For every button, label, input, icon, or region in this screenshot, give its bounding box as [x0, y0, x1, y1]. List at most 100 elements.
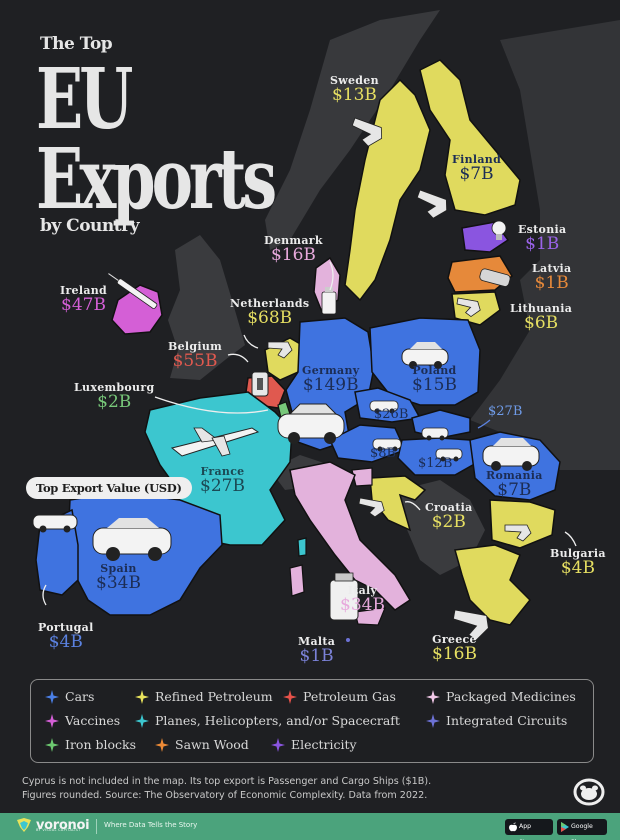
car-icon-poland — [401, 342, 449, 369]
car-icon-spain — [92, 518, 172, 561]
car-icon-hungary — [435, 448, 463, 462]
wood-icon-latvia — [479, 268, 511, 287]
country-slovenia — [351, 467, 373, 487]
arrow-bulgaria — [564, 531, 577, 547]
airplane-icon-france — [170, 427, 260, 457]
sparkle-icon — [135, 713, 149, 728]
country-malta — [346, 638, 350, 642]
country-italy — [289, 461, 412, 611]
island-corsica — [297, 537, 307, 557]
footer-divider — [96, 819, 97, 834]
legend-item-sawn-wood: Sawn Wood — [155, 737, 249, 752]
pill-arrow-icon — [182, 481, 191, 495]
title-line-3: Exports — [36, 129, 277, 229]
fuel-nozzle-icon-croatia — [358, 497, 385, 518]
google-play-button[interactable]: Google Play — [557, 819, 607, 840]
arrow-croatia — [404, 501, 421, 511]
voronoi-logo[interactable]: voronoi — [16, 817, 90, 833]
label-hungary: $12B — [418, 456, 453, 471]
fuel-nozzle-icon-netherlands — [267, 341, 293, 359]
label-romania: Romania $7B — [486, 469, 543, 500]
app-store-button[interactable]: App Store — [505, 819, 553, 840]
legend-item-refined-petroleum: Refined Petroleum — [135, 689, 273, 704]
label-netherlands: Netherlands $68B — [230, 297, 310, 328]
label-greece: Greece $16B — [432, 633, 477, 664]
country-greece — [454, 544, 532, 626]
title-line-1: The Top — [40, 34, 113, 54]
fuel-nozzle-icon-greece — [452, 609, 489, 641]
sparkle-icon — [45, 713, 59, 728]
apple-icon — [509, 822, 517, 832]
brand-subtitle: BY VISUAL CAPITALIST — [36, 828, 81, 832]
title-line-2: EU — [36, 49, 133, 149]
sparkle-icon — [135, 689, 149, 704]
bottle-icon-italy — [329, 572, 359, 621]
voronoi-logo-icon — [17, 818, 31, 832]
fuel-nozzle-icon-sweden — [351, 117, 383, 147]
footnote: Cyprus is not included in the map. Its t… — [22, 776, 432, 801]
fuel-nozzle-icon-lithuania — [456, 297, 481, 318]
label-denmark: Denmark $16B — [264, 234, 323, 265]
legend-item-packaged-medicines: Packaged Medicines — [426, 689, 576, 704]
label-finland: Finland $7B — [452, 153, 502, 184]
arrow-luxembourg — [154, 396, 269, 414]
label-poland: Poland $15B — [412, 364, 457, 395]
car-icon-romania — [482, 438, 540, 471]
fuel-nozzle-icon-finland — [416, 189, 448, 219]
title-line-4: by Country — [40, 216, 139, 236]
arrow-belgium — [227, 353, 249, 363]
sparkle-icon — [45, 689, 59, 704]
country-sweden — [344, 78, 431, 302]
sparkle-icon — [155, 737, 169, 752]
fuel-nozzle-icon-bulgaria — [504, 524, 532, 542]
russia-belarus-ukraine-region — [470, 20, 620, 470]
country-bulgaria — [489, 499, 556, 549]
arrow-denmark — [329, 261, 334, 291]
car-icon-austria — [372, 438, 402, 452]
legend-item-petroleum-gas: Petroleum Gas — [283, 689, 396, 704]
car-icon-czechia — [369, 400, 399, 414]
label-sweden: Sweden $13B — [330, 74, 379, 105]
label-portugal: Portugal $4B — [38, 621, 94, 652]
legend-item-iron-blocks: Iron blocks — [45, 737, 136, 752]
label-bulgaria: Bulgaria $4B — [550, 547, 606, 578]
island-sardinia — [289, 564, 305, 597]
car-icon-portugal — [32, 514, 78, 533]
label-czechia: $26B — [374, 407, 409, 422]
country-ireland — [111, 284, 163, 335]
uk-region — [168, 235, 245, 380]
car-icon-germany — [277, 403, 345, 444]
google-play-icon — [561, 822, 569, 832]
legend: Cars Refined Petroleum Petroleum Gas Pac… — [30, 679, 594, 763]
label-germany: Germany $149B — [302, 364, 360, 395]
arrow-portugal — [42, 584, 47, 606]
norway-region — [265, 10, 440, 250]
label-slovakia: $27B — [488, 404, 523, 419]
arrow-slovakia — [477, 419, 491, 429]
island-sicily — [354, 607, 386, 626]
legend-item-cars: Cars — [45, 689, 94, 704]
sparkle-icon — [45, 737, 59, 752]
sparkle-icon — [283, 689, 297, 704]
label-belgium: Belgium $55B — [168, 340, 223, 371]
sparkle-icon — [271, 737, 285, 752]
label-france: France $27B — [200, 465, 245, 496]
country-finland — [419, 59, 521, 216]
label-luxembourg: Luxembourg $2B — [74, 381, 155, 412]
sparkle-icon — [426, 689, 440, 704]
car-icon-slovakia — [421, 427, 449, 441]
legend-item-vaccines: Vaccines — [45, 713, 120, 728]
label-lithuania: Lithuania $6B — [510, 302, 573, 333]
legend-item-integrated-circuits: Integrated Circuits — [426, 713, 567, 728]
legend-item-electricity: Electricity — [271, 737, 357, 752]
label-latvia: Latvia $1B — [532, 262, 572, 293]
arrow-netherlands — [243, 334, 259, 349]
bottle-icon-denmark — [321, 287, 337, 315]
legend-item-planes: Planes, Helicopters, and/or Spacecraft — [135, 713, 400, 728]
label-malta: Malta $1B — [298, 635, 336, 666]
europe-map — [32, 10, 620, 642]
lightbulb-icon-estonia — [491, 220, 507, 240]
label-croatia: Croatia $2B — [425, 501, 473, 532]
label-ireland: Ireland $47B — [60, 284, 108, 315]
